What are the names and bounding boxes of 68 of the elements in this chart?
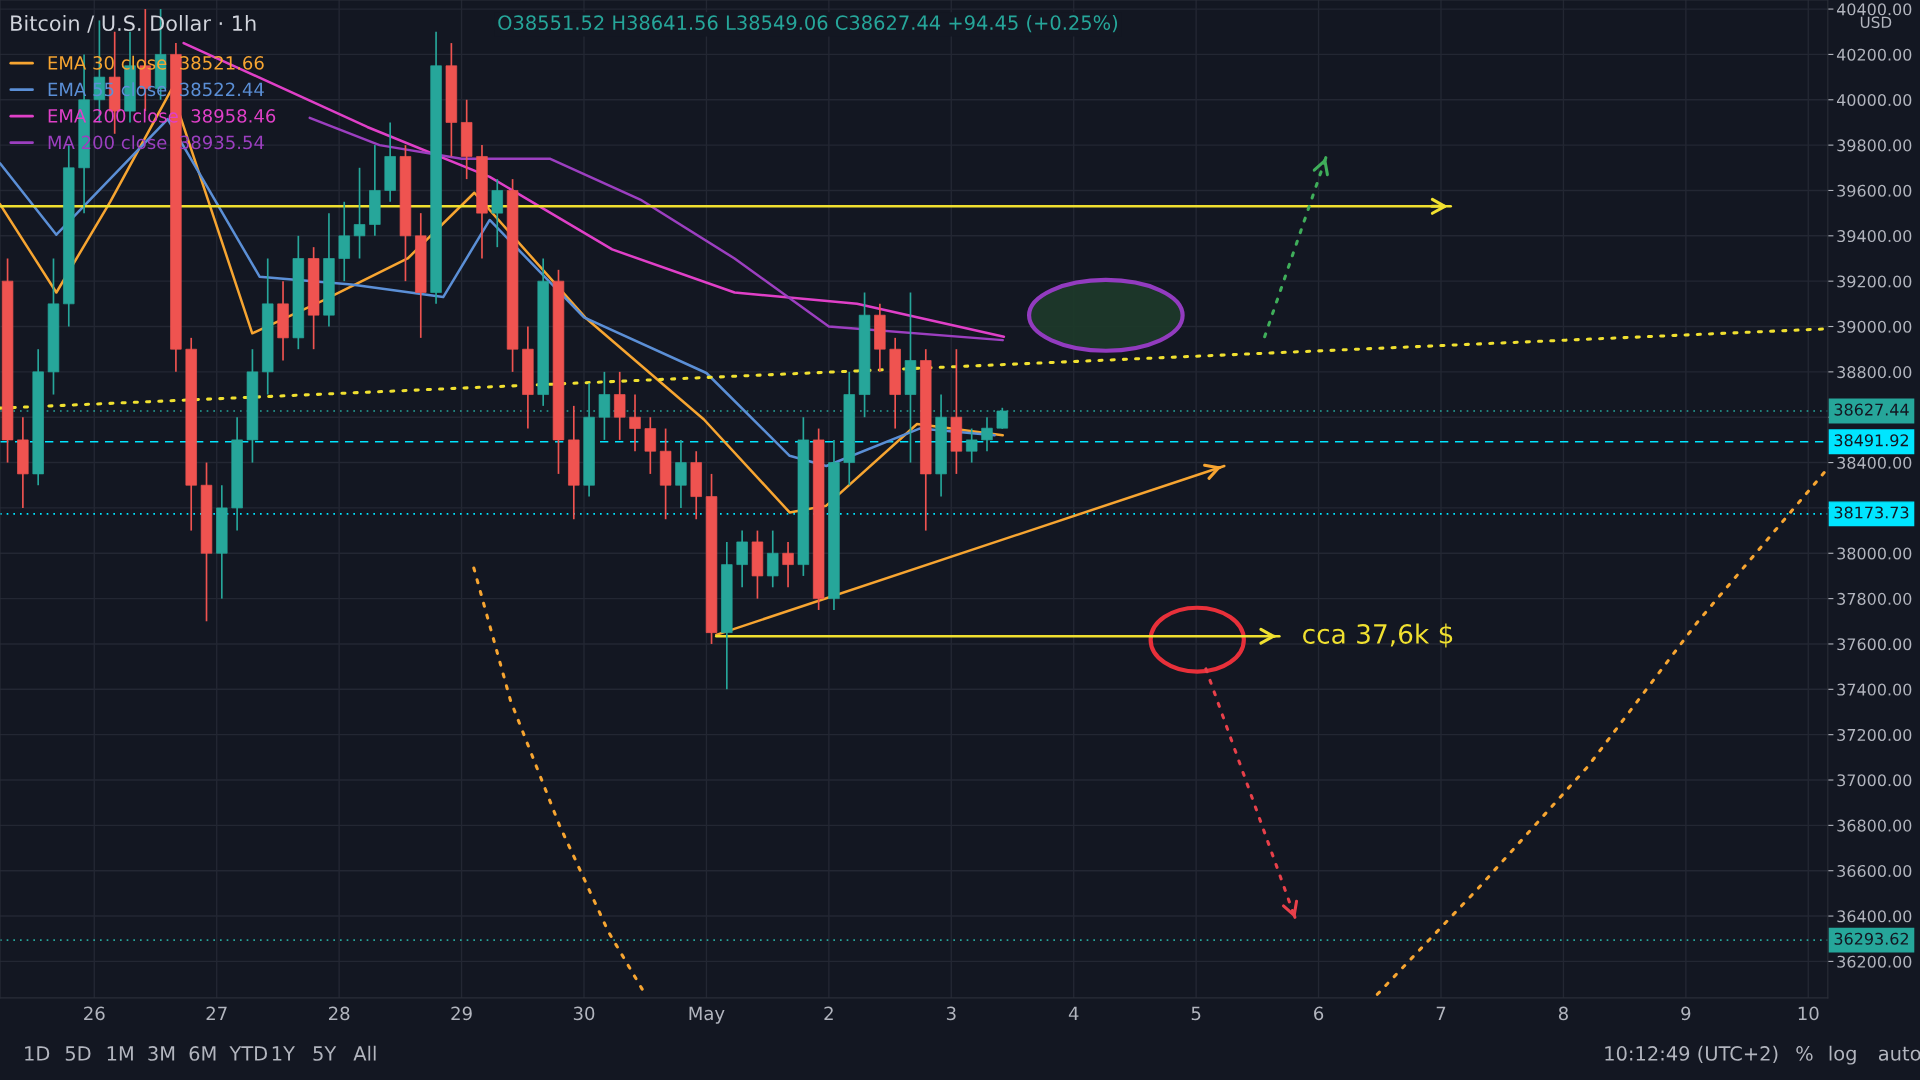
text: 6M <box>189 1046 216 1061</box>
x-tick-label: 26 <box>84 1006 105 1021</box>
y-tick-label: 39800.00 <box>1837 139 1912 152</box>
candlestick <box>491 178 503 248</box>
x-tick-label: 30 <box>573 1006 595 1021</box>
text: 5Y <box>313 1046 337 1061</box>
x-tick-label: 10 <box>1798 1006 1819 1021</box>
candlestick <box>338 200 350 283</box>
x-tick-label: 27 <box>206 1006 227 1020</box>
y-tick-label: 39000.00 <box>1837 320 1912 333</box>
y-tick-label: 40400.00 <box>1836 3 1912 16</box>
text: 3M <box>148 1046 175 1061</box>
x-tick-label: 3 <box>946 1006 956 1021</box>
ref-line-label: 36293.62 <box>1834 932 1909 945</box>
candlestick <box>353 166 366 260</box>
x-tick-label: 6 <box>1314 1006 1324 1021</box>
candlestick <box>675 439 687 509</box>
candlestick <box>644 416 657 475</box>
text: 10:12:49 (UTC+2) <box>1605 1045 1778 1064</box>
y-tick-label: 37000.00 <box>1837 774 1912 787</box>
text: % <box>1796 1046 1813 1061</box>
y-tick-label: 37400.00 <box>1837 683 1912 696</box>
y-tick-label: 39600.00 <box>1837 184 1912 197</box>
candlestick <box>598 371 611 441</box>
candlestick <box>782 541 794 589</box>
text: YTD <box>229 1046 268 1061</box>
y-tick-label: 37200.00 <box>1837 728 1912 741</box>
x-tick-label: 2 <box>824 1006 833 1020</box>
text: USD <box>1860 16 1892 29</box>
text: 5D <box>65 1046 91 1061</box>
y-tick-label: 36200.00 <box>1837 955 1912 968</box>
candlestick <box>629 393 641 453</box>
y-tick-label: 39200.00 <box>1837 275 1912 288</box>
candlestick <box>614 371 626 441</box>
text: All <box>353 1045 376 1061</box>
y-tick-label: 40000.00 <box>1836 93 1912 107</box>
y-tick-label: 38800.00 <box>1837 366 1912 379</box>
y-tick-label: 36400.00 <box>1837 910 1912 923</box>
annotation: cca 37,6k $ <box>1303 623 1453 648</box>
candlestick <box>767 529 779 589</box>
x-tick-label: 8 <box>1558 1006 1568 1021</box>
candlestick <box>981 416 993 453</box>
y-tick-label: 37600.00 <box>1837 638 1912 651</box>
text: auto <box>1878 1046 1920 1061</box>
y-tick-label: 38400.00 <box>1837 456 1912 469</box>
x-tick-label: 28 <box>328 1006 350 1021</box>
y-tick-label: 37800.00 <box>1837 592 1912 605</box>
text: 1Y <box>272 1046 296 1061</box>
x-tick-label: May <box>689 1006 725 1024</box>
ref-line-label: 38627.44 <box>1834 403 1909 416</box>
y-tick-label: 36800.00 <box>1837 819 1912 832</box>
text: log <box>1829 1045 1856 1065</box>
candlestick <box>736 529 748 589</box>
y-tick-label: 39400.00 <box>1837 230 1912 243</box>
x-tick-label: 7 <box>1436 1006 1446 1020</box>
x-tick-label: 9 <box>1681 1006 1691 1021</box>
y-tick-label: 38000.00 <box>1837 547 1912 560</box>
annotation: O38551.52 H38641.56 L38549.06 C38627.44 +94.45 (+0.25%) <box>498 14 1118 33</box>
ref-line-label: 38491.92 <box>1834 434 1909 447</box>
y-tick-label: 40200.00 <box>1836 48 1912 61</box>
text: 1D <box>25 1046 50 1061</box>
y-tick-label: 36600.00 <box>1837 864 1912 878</box>
x-tick-label: 29 <box>451 1006 472 1021</box>
ref-line-label: 38173.73 <box>1834 506 1909 519</box>
text: 1M <box>107 1046 133 1061</box>
candlestick <box>965 427 978 464</box>
x-tick-label: 4 <box>1068 1006 1079 1020</box>
x-tick-label: 5 <box>1191 1006 1201 1021</box>
